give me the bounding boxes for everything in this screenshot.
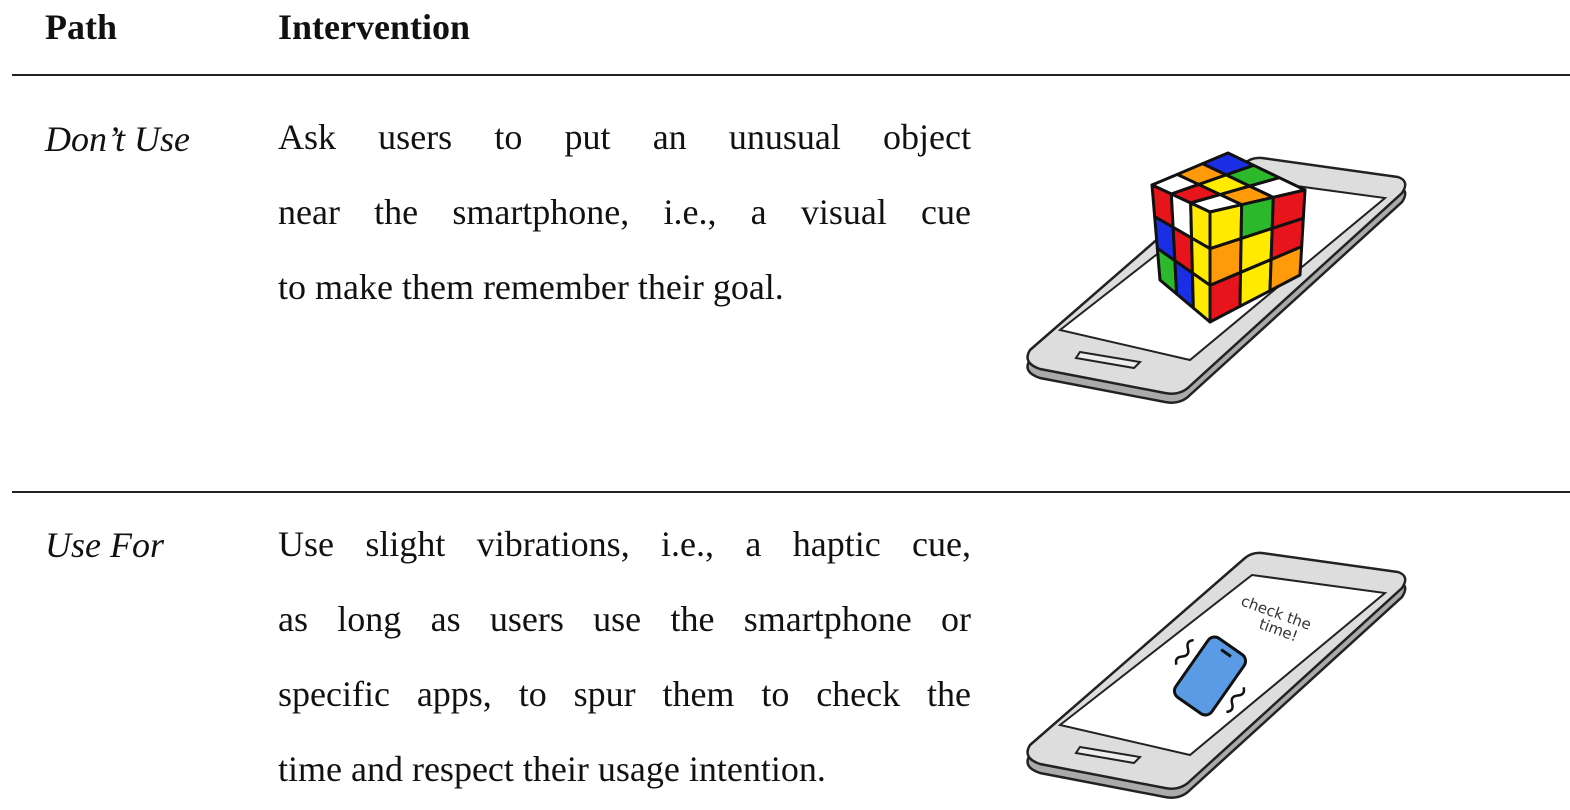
text-line: Ask users to put an unusual object <box>278 117 971 157</box>
shape <box>1074 745 1143 765</box>
text-line: specific apps, to spur them to check the <box>278 674 971 714</box>
shape <box>1268 245 1304 293</box>
header-rule <box>12 74 1570 76</box>
row-text: Ask users to put an unusual object near t… <box>278 100 971 325</box>
vibrating-phone-icon <box>1172 635 1248 717</box>
cube-illustration <box>1150 151 1307 324</box>
text-line: time and respect their usage intention. <box>278 749 826 789</box>
header-path: Path <box>45 7 117 47</box>
text-line: Use slight vibrations, i.e., a haptic cu… <box>278 524 971 564</box>
row-text: Use slight vibrations, i.e., a haptic cu… <box>278 507 971 807</box>
text-line: as long as users use the smartphone or <box>278 599 971 639</box>
header-intervention: Intervention <box>278 7 470 47</box>
text-line: near the smartphone, i.e., a visual cue <box>278 192 971 232</box>
shape <box>1074 350 1143 370</box>
text-line: to make them remember their goal. <box>278 267 784 307</box>
row-rule <box>12 491 1570 493</box>
row-path: Don’t Use <box>45 119 190 159</box>
row-path: Use For <box>45 525 164 565</box>
